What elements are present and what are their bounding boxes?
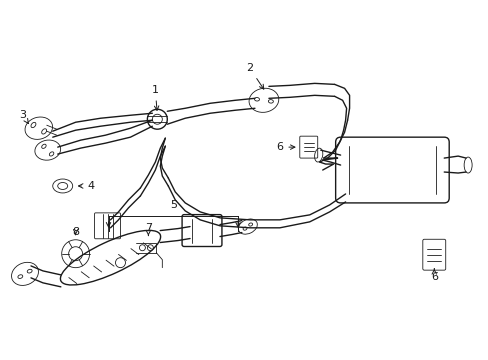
Text: 6: 6 — [276, 142, 294, 152]
Text: 1: 1 — [152, 85, 159, 111]
Text: 3: 3 — [20, 110, 28, 123]
Text: 8: 8 — [72, 227, 79, 237]
Text: 7: 7 — [144, 223, 152, 235]
Text: 4: 4 — [79, 181, 94, 191]
Text: 6: 6 — [430, 269, 437, 282]
Text: 5: 5 — [169, 200, 177, 210]
Text: 2: 2 — [246, 63, 263, 89]
